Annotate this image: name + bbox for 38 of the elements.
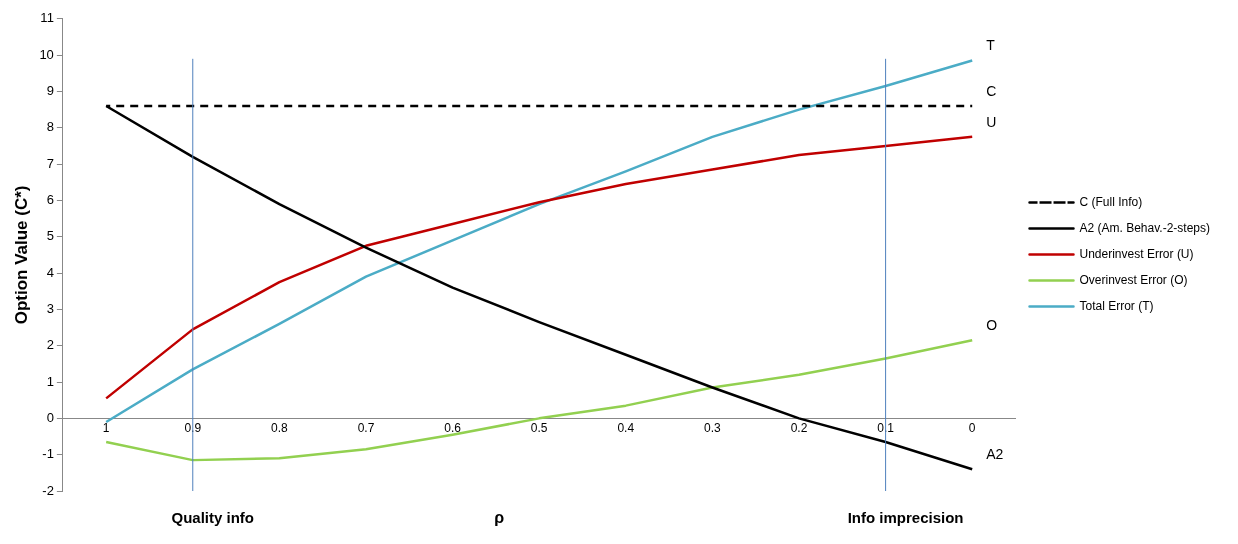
y-tick-label: 9 (46, 83, 54, 99)
legend-label: Total Error (T) (1079, 298, 1154, 313)
annotation: C (986, 82, 997, 99)
annotation: A2 (986, 446, 1004, 463)
x-tick-label: 1 (102, 420, 110, 435)
y-tick-label: 10 (39, 46, 54, 62)
x-tick-label: 0 (968, 420, 976, 435)
x-tick-label: 0.9 (184, 420, 202, 435)
y-tick-label: 2 (46, 337, 54, 353)
legend-label: C (Full Info) (1079, 194, 1143, 209)
y-tick-label: 6 (46, 191, 54, 207)
x-tick-label: 0.8 (271, 420, 289, 435)
y-tick-label: -2 (42, 482, 54, 498)
ref-line-label: Quality info (171, 509, 255, 527)
y-tick-label: 11 (40, 10, 54, 26)
y-tick-label: -1 (42, 446, 54, 462)
x-tick-label: 0.4 (617, 420, 635, 435)
legend-label: Overinvest Error (O) (1079, 272, 1188, 287)
y-tick-label: 4 (46, 264, 54, 280)
ref-line-label: Info imprecision (847, 509, 964, 527)
annotation: O (986, 317, 998, 334)
x-axis-title: ρ (494, 509, 505, 527)
x-tick-label: 0.6 (444, 420, 462, 435)
y-tick-label: 5 (46, 228, 54, 244)
annotation: T (986, 37, 996, 54)
annotation: U (986, 113, 997, 130)
x-tick-label: 0.3 (704, 420, 722, 435)
y-tick-label: 3 (46, 300, 54, 316)
y-tick-label: 8 (46, 119, 54, 135)
x-tick-label: 0.2 (790, 420, 808, 435)
legend-label: Underinvest Error (U) (1079, 246, 1194, 261)
x-tick-label: 0.5 (530, 420, 548, 435)
y-axis-title: Option Value (C*) (11, 185, 31, 325)
y-tick-label: 1 (46, 373, 54, 389)
y-tick-label: 7 (46, 155, 54, 171)
y-tick-label: 0 (46, 409, 54, 425)
x-tick-label: 0.7 (357, 420, 375, 435)
legend-label: A2 (Am. Behav.-2-steps) (1079, 220, 1211, 235)
